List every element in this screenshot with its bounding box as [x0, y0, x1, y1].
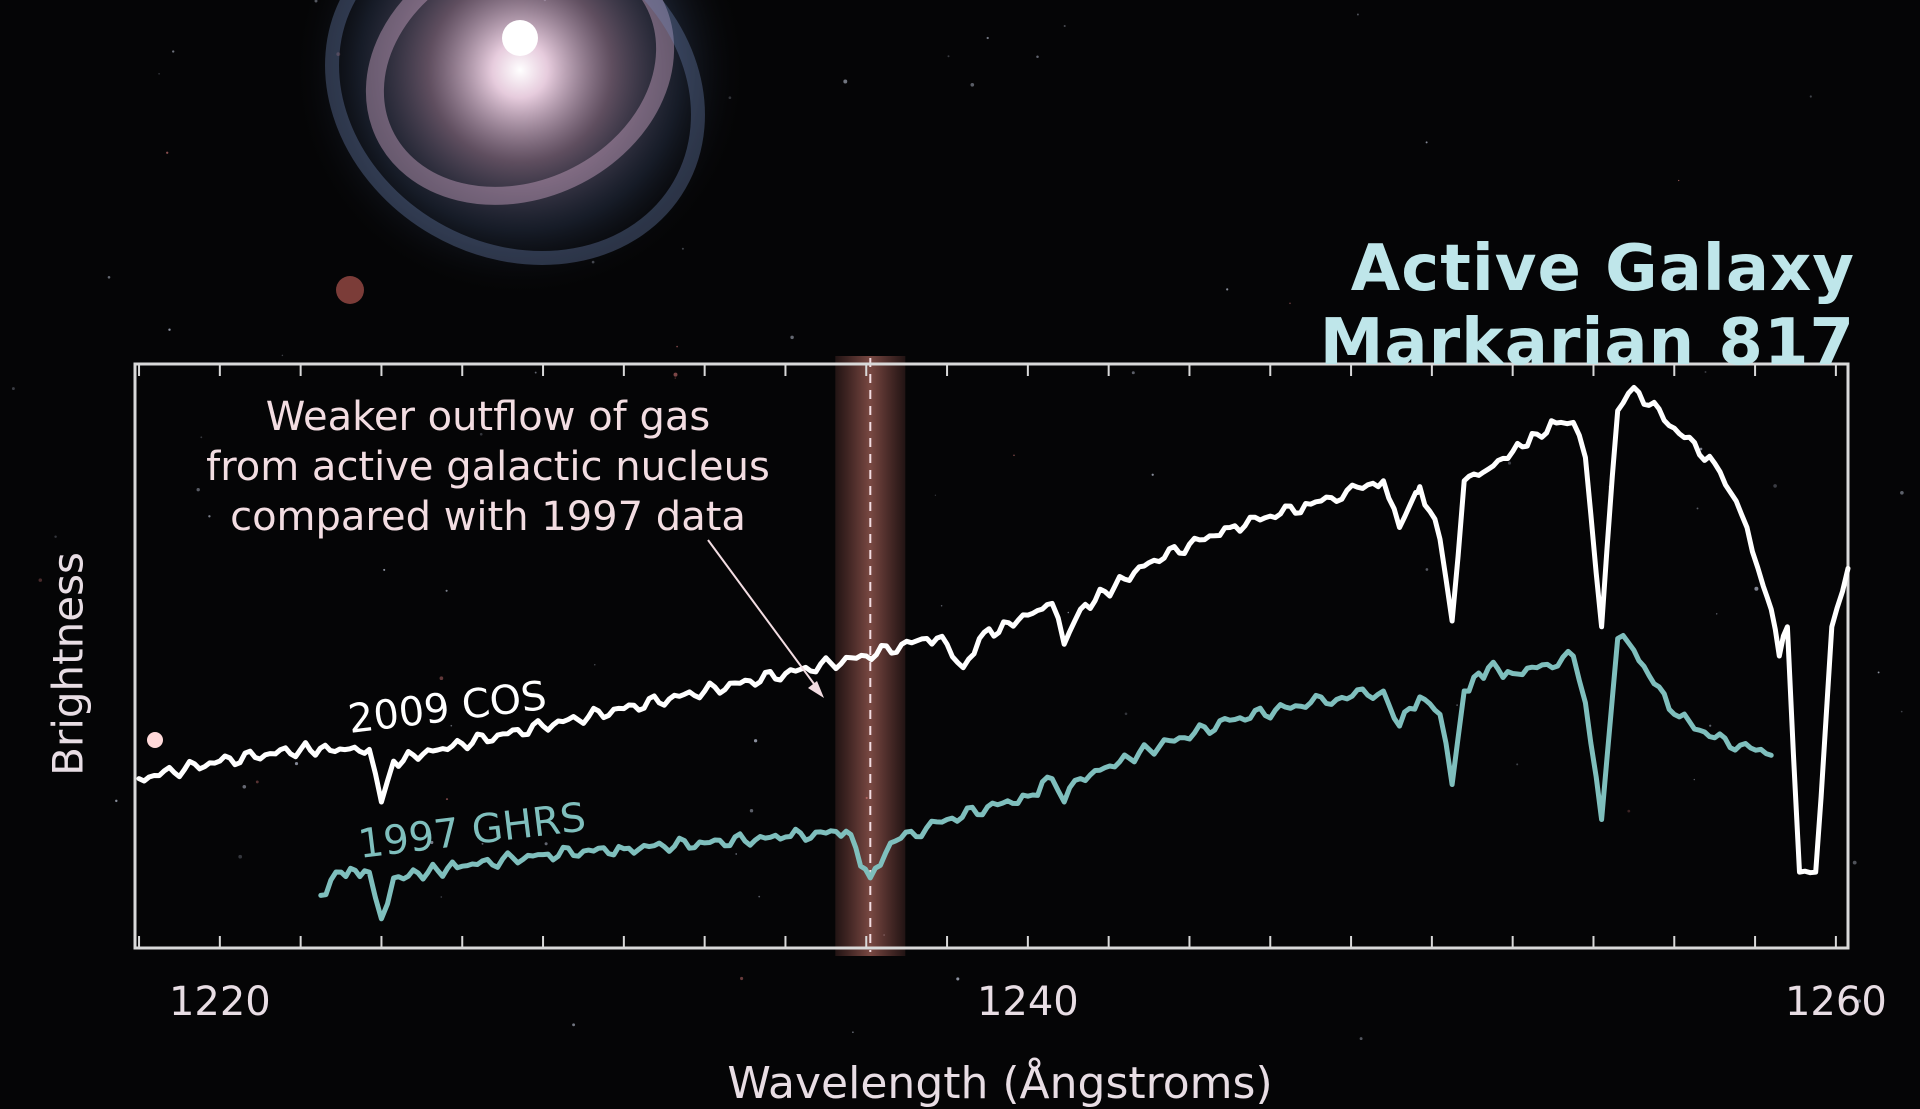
star [1456, 704, 1458, 706]
star [1709, 724, 1712, 727]
star [54, 535, 57, 538]
star [1507, 461, 1512, 465]
star [172, 50, 175, 53]
star [1627, 809, 1631, 813]
star [681, 247, 684, 250]
star [674, 377, 677, 379]
star [445, 589, 448, 592]
annotation-arrowhead [808, 681, 824, 698]
star [1754, 586, 1759, 591]
annotation-line-2: from active galactic nucleus [206, 444, 770, 490]
star [158, 72, 160, 75]
star [753, 739, 758, 743]
star [107, 276, 111, 279]
star [749, 809, 754, 813]
y-axis-label: Brightness [43, 552, 93, 776]
x-tick-label: 1220 [169, 979, 271, 1025]
star [1693, 778, 1695, 781]
star [934, 494, 937, 496]
star [1773, 484, 1777, 488]
star [238, 854, 243, 859]
star [940, 604, 943, 607]
star [168, 328, 171, 331]
star [11, 387, 15, 391]
star [1900, 490, 1904, 495]
star [986, 36, 989, 40]
star [166, 151, 169, 154]
star [479, 432, 483, 436]
star [1013, 454, 1015, 457]
star [445, 798, 449, 801]
star [1696, 507, 1699, 510]
star [1678, 179, 1680, 182]
star [1832, 349, 1836, 353]
star [1699, 447, 1703, 451]
star [115, 799, 118, 803]
star [1067, 611, 1070, 614]
star [1852, 860, 1857, 865]
star [544, 842, 548, 846]
star [440, 896, 443, 898]
star [1715, 613, 1718, 615]
star [790, 335, 794, 340]
series-line-cos-2009 [136, 384, 1851, 876]
star [430, 840, 434, 845]
star [852, 1031, 854, 1034]
star [1124, 712, 1128, 716]
star [1036, 55, 1039, 59]
star [1900, 710, 1903, 713]
star [572, 1023, 576, 1027]
star [1425, 141, 1428, 144]
star [956, 977, 960, 981]
x-tick-label: 1260 [1785, 979, 1887, 1025]
star [255, 780, 259, 784]
plot-frame [133, 362, 1850, 950]
star [1226, 288, 1229, 291]
star [534, 371, 537, 374]
star [1063, 24, 1066, 28]
star [947, 55, 950, 58]
star [673, 372, 678, 377]
star [294, 762, 299, 766]
star [196, 488, 200, 492]
star [758, 895, 761, 898]
star [1131, 371, 1135, 375]
star [1516, 763, 1519, 766]
star [38, 578, 43, 582]
galaxy-image [147, 0, 750, 748]
series-line-ghrs-1997 [318, 633, 1774, 922]
star [1877, 671, 1880, 674]
star [1857, 999, 1862, 1003]
star [208, 515, 211, 518]
star [383, 568, 386, 571]
annotation-arrow [707, 539, 821, 693]
outflow-annotation: Weaker outflow of gas from active galact… [168, 392, 808, 542]
star [1356, 13, 1359, 16]
annotation-line-3: compared with 1997 data [230, 494, 746, 540]
star [450, 724, 453, 727]
x-axis-label: Wavelength (Ångstroms) [727, 1058, 1273, 1109]
star [1425, 568, 1429, 571]
star [1704, 371, 1707, 373]
star [735, 853, 738, 855]
star [281, 354, 284, 357]
star [481, 842, 484, 845]
star [740, 976, 744, 981]
star [1809, 95, 1812, 98]
star [1359, 1037, 1363, 1041]
chart-title: Active Galaxy Markarian 817 [1319, 232, 1855, 380]
star [676, 345, 678, 348]
x-tick-label: 1240 [977, 979, 1079, 1025]
star [1151, 473, 1154, 476]
star [843, 79, 848, 84]
star [242, 785, 247, 789]
star [439, 676, 444, 681]
star [200, 436, 203, 439]
star [594, 664, 596, 666]
annotation-line-1: Weaker outflow of gas [265, 394, 711, 440]
star [1289, 302, 1291, 305]
star [970, 82, 975, 87]
